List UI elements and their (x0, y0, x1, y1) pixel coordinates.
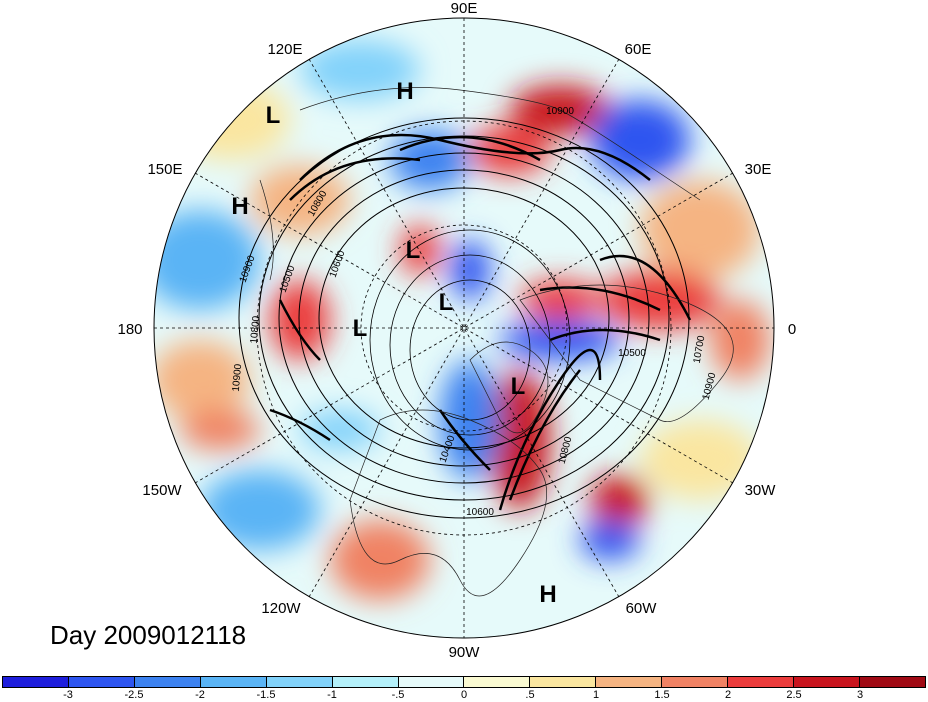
colorbar-swatch (134, 677, 201, 687)
colorbar-swatch (3, 677, 69, 687)
lon-label-0: 0 (788, 321, 796, 338)
colorbar-swatch (398, 677, 465, 687)
colorbar-tick-label: 1.5 (654, 689, 670, 701)
lon-label-60w: 60W (626, 600, 658, 617)
map-boundary (153, 17, 775, 639)
colorbar-swatch (662, 677, 729, 687)
contour-label: 10900 (231, 363, 244, 392)
colorbar-swatch (200, 677, 267, 687)
lon-label-180: 180 (117, 321, 142, 338)
colorbar-swatch (596, 677, 663, 687)
contour-label: 10900 (546, 106, 574, 117)
lon-label-90w: 90W (449, 644, 481, 661)
contour-label: 10700 (692, 334, 708, 364)
colorbar-tick-label: 3 (856, 689, 864, 701)
colorbar-swatch (332, 677, 399, 687)
lon-label-120w: 120W (261, 600, 301, 617)
low-label: L (406, 237, 421, 264)
lon-label-30e: 30E (745, 161, 772, 178)
low-label: L (511, 373, 526, 400)
lon-label-60e: 60E (625, 41, 652, 58)
colorbar-swatch (464, 677, 531, 687)
colorbar-swatch (728, 677, 795, 687)
colorbar-swatch (859, 677, 925, 687)
pressure-center-labels: H L H L L L L H (231, 78, 556, 608)
colorbar (2, 676, 926, 688)
contour-label: 10500 (618, 348, 646, 359)
colorbar-tick-label: 2 (724, 689, 732, 701)
lon-label-120e: 120E (267, 41, 302, 58)
lon-label-30w: 30W (745, 482, 777, 499)
graticule (154, 18, 774, 638)
colorbar-tick-label: -1 (327, 689, 337, 701)
lon-label-90e: 90E (451, 0, 478, 17)
lon-label-150w: 150W (142, 482, 182, 499)
low-label: L (439, 289, 454, 316)
longitude-labels: 90E 60E 30E 0 30W 60W 90W 120W 150W 180 … (117, 0, 796, 661)
contour-label: 10800 (249, 315, 262, 344)
colorbar-tick-label: -.5 (391, 689, 405, 701)
lon-label-150e: 150E (147, 161, 182, 178)
colorbar-swatch (794, 677, 860, 687)
colorbar-swatch (266, 677, 333, 687)
colorbar-swatch (530, 677, 597, 687)
colorbar-tick-label: -3 (63, 689, 73, 701)
colorbar-tick-label: -2 (195, 689, 205, 701)
low-label: L (266, 102, 281, 129)
high-label: H (231, 193, 248, 220)
coastlines (259, 87, 734, 597)
high-label: H (539, 581, 556, 608)
high-label: H (396, 78, 413, 105)
colorbar-tick-label: 2.5 (786, 689, 802, 701)
colorbar-tick-label: .5 (525, 689, 535, 701)
colorbar-tick-label: 0 (460, 689, 468, 701)
colorbar-tick-label: -1.5 (256, 689, 276, 701)
colorbar-tick-label: 1 (592, 689, 600, 701)
colorbar-tick-label: -2.5 (124, 689, 144, 701)
contour-label: 10600 (466, 507, 494, 518)
colorbar-swatch (68, 677, 135, 687)
low-label: L (353, 315, 368, 342)
map-title: Day 2009012118 (50, 620, 247, 650)
